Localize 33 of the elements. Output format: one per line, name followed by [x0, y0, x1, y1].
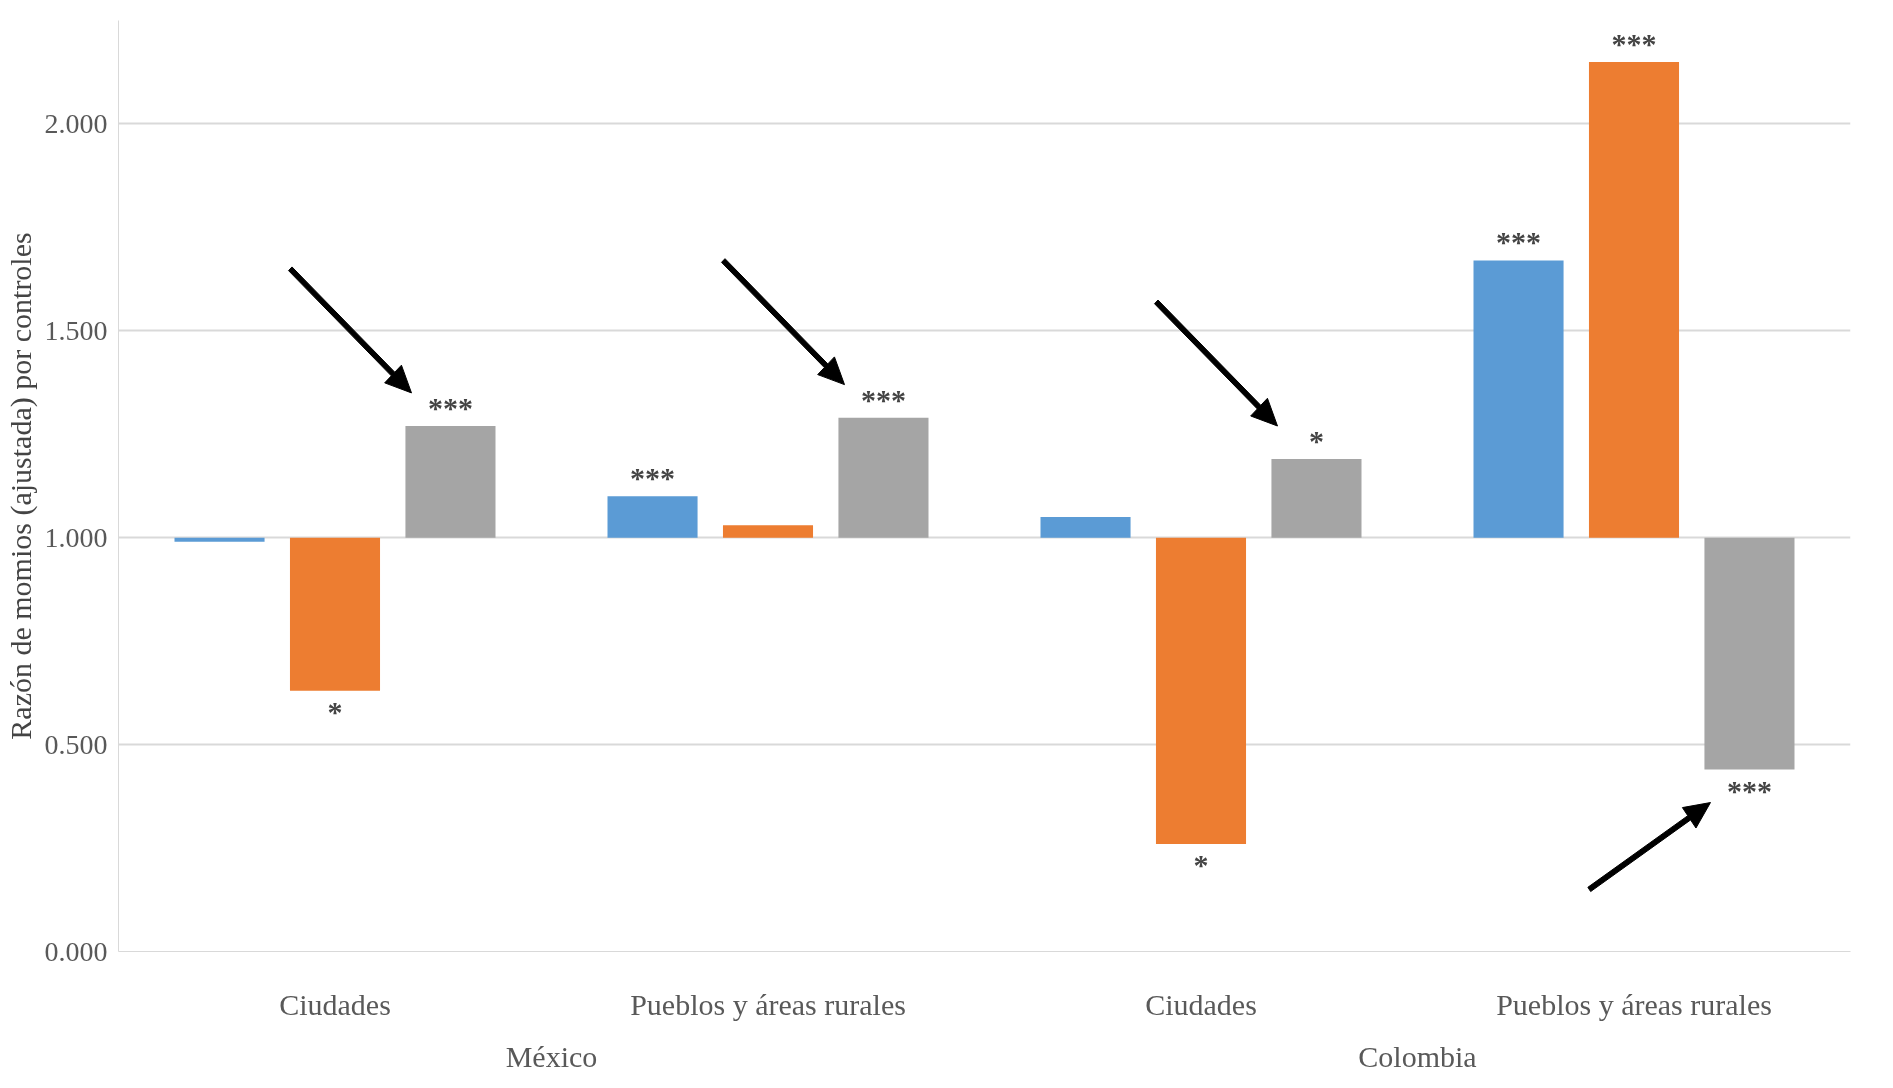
bar [1704, 537, 1795, 770]
data-label: * [327, 694, 343, 728]
data-label: *** [860, 382, 906, 416]
y-tick-label: 1.500 [44, 314, 108, 346]
y-tick-label: 2.000 [44, 107, 108, 139]
text: México [505, 1039, 598, 1073]
data-label: *** [427, 390, 473, 424]
y-tick-label: 0.500 [44, 728, 108, 760]
data-label: *** [1496, 225, 1542, 259]
bar [405, 426, 496, 538]
data-label: *** [1611, 26, 1657, 60]
text: Colombia [1358, 1039, 1477, 1073]
bar [1271, 459, 1362, 538]
y-tick-label: 1.000 [44, 521, 108, 553]
y-axis-title: Razón de momios (ajustada) por controles [3, 232, 38, 740]
data-label: * [1308, 424, 1324, 458]
data-label: *** [1726, 773, 1772, 807]
bar [1040, 517, 1131, 538]
bar [722, 525, 814, 538]
bar [289, 537, 381, 691]
data-label: *** [630, 461, 676, 495]
x-tick-label: Ciudades [1145, 987, 1257, 1021]
x-tick-label: Pueblos y áreas rurales [1496, 987, 1772, 1021]
y-tick-label: 0.000 [44, 935, 108, 967]
data-label: * [1193, 848, 1209, 882]
bar [1155, 537, 1247, 844]
x-tick-label: Ciudades [279, 987, 391, 1021]
bar [1588, 61, 1680, 538]
x-tick-label: Pueblos y áreas rurales [630, 987, 906, 1021]
bar [607, 496, 698, 538]
bar [1473, 260, 1564, 538]
bar [838, 417, 929, 538]
bar [174, 537, 265, 542]
